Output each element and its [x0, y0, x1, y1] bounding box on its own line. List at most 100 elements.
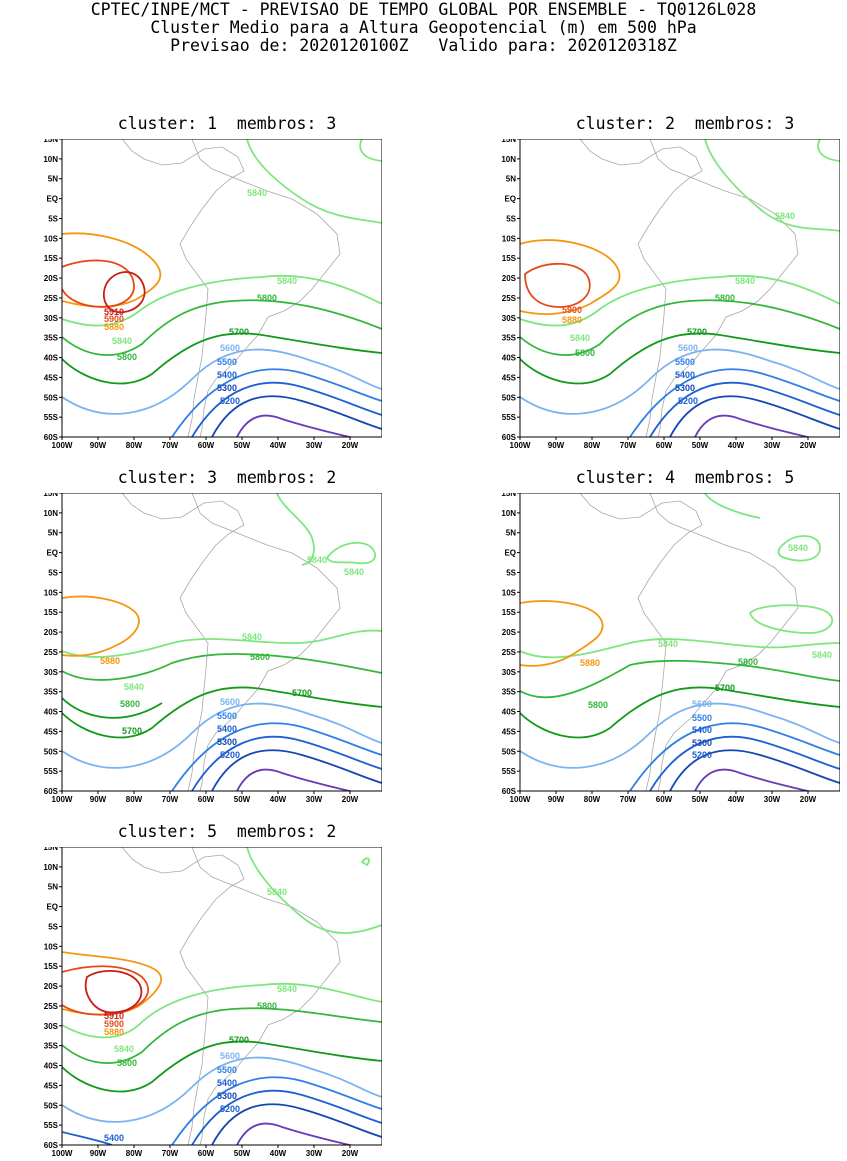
lat-tick-label: 15N: [501, 493, 516, 498]
lon-tick-label: 80W: [584, 795, 601, 803]
lat-tick-label: 10S: [502, 588, 517, 597]
contour-line: [62, 697, 163, 719]
lon-tick-label: 100W: [52, 795, 73, 803]
lat-tick-label: EQ: [504, 549, 516, 558]
lat-tick-label: 5N: [48, 883, 58, 892]
contour-line: [649, 381, 840, 437]
lat-tick-label: 50S: [502, 747, 517, 756]
contour-line: [704, 139, 840, 232]
contour-label: 5800: [257, 293, 277, 303]
contour-label: 5600: [692, 699, 712, 709]
header-subtitle: Cluster Medio para a Altura Geopotencial…: [150, 18, 697, 37]
lat-tick-label: 10N: [43, 509, 58, 518]
coastline: [121, 139, 341, 437]
lat-tick-label: 15S: [44, 608, 59, 617]
contour-line: [629, 722, 840, 791]
contour-line: [649, 735, 840, 791]
contour-line: [171, 722, 382, 791]
lon-tick-label: 50W: [234, 795, 251, 803]
contour-label: 5840: [277, 984, 297, 994]
contour-line: [524, 262, 591, 308]
contour-line: [236, 768, 354, 791]
cluster-title: cluster: 1 membros: 3: [117, 114, 337, 133]
lat-tick-label: 10S: [44, 234, 59, 243]
lat-tick-label: 35S: [502, 688, 517, 697]
lat-tick-label: 10S: [44, 588, 59, 597]
lon-tick-label: 40W: [728, 441, 745, 449]
cluster-title: cluster: 5 membros: 2: [117, 822, 337, 841]
contour-line: [520, 348, 840, 415]
contour-label: 5400: [675, 370, 695, 380]
lat-tick-label: 25S: [502, 648, 517, 657]
contour-label: 5900: [104, 314, 124, 324]
lat-tick-label: 5S: [506, 214, 516, 223]
lat-tick-label: 60S: [44, 787, 59, 796]
lat-tick-label: 50S: [44, 393, 59, 402]
lat-tick-label: 15S: [44, 254, 59, 263]
cluster-panel-4: cluster: 4 membros: 5 15N 10N 5N EQ 5S 10S 15S 2…: [480, 468, 841, 807]
lon-tick-label: 80W: [126, 795, 143, 803]
coastline: [121, 493, 341, 791]
contour-line: [246, 847, 382, 934]
contour-label: 5200: [220, 396, 240, 406]
lat-tick-label: 20S: [44, 982, 59, 991]
contour-line: [520, 332, 840, 385]
contour-line: [171, 368, 382, 437]
lon-tick-label: 50W: [692, 795, 709, 803]
contour-map: 15N 10N 5N EQ 5S 10S 15S 20S 25S 30S 35S 40S 45S 50S 5…: [501, 135, 841, 450]
contour-label: 5880: [104, 1027, 124, 1037]
lat-tick-label: 5S: [48, 922, 58, 931]
lat-tick-label: EQ: [46, 549, 58, 558]
contour-line: [62, 702, 382, 769]
contour-label: 5840: [775, 211, 795, 221]
lat-tick-label: 10N: [501, 155, 516, 164]
contour-line: [62, 1131, 113, 1145]
lon-tick-label: 70W: [620, 795, 637, 803]
lat-tick-label: 15N: [43, 847, 58, 852]
contour-label: 5910: [104, 1011, 124, 1021]
cluster-panel-3: cluster: 3 membros: 2 15N 10N 5N EQ 5S 10S 15S 2…: [22, 468, 383, 807]
lat-tick-label: 40S: [502, 354, 517, 363]
lat-tick-label: 10N: [43, 863, 58, 872]
contour-label: 5700: [122, 726, 142, 736]
lon-tick-label: 30W: [306, 441, 323, 449]
lat-tick-label: 40S: [44, 1062, 59, 1071]
contour-label: 5700: [229, 1035, 249, 1045]
contour-line: [211, 1103, 382, 1145]
contour-line: [62, 348, 382, 415]
lon-tick-label: 20W: [342, 1149, 359, 1157]
lon-tick-label: 90W: [90, 441, 107, 449]
contour-label: 5880: [562, 315, 582, 325]
contour-label: 5880: [100, 656, 120, 666]
lon-tick-label: 100W: [52, 1149, 73, 1157]
lat-tick-label: 10N: [501, 509, 516, 518]
contour-line: [191, 381, 382, 437]
lon-tick-label: 60W: [656, 795, 673, 803]
lat-tick-label: 40S: [502, 708, 517, 717]
contour-line: [62, 653, 382, 681]
contour-line: [748, 604, 834, 634]
contour-line: [191, 735, 382, 791]
contour-line: [359, 139, 382, 162]
contour-label: 5500: [217, 1065, 237, 1075]
contour-map: 15N 10N 5N EQ 5S 10S 15S 20S 25S 30S 35S 40S 45S 50S 5…: [501, 489, 841, 804]
contour-label: 5800: [715, 293, 735, 303]
lon-tick-label: 40W: [270, 1149, 287, 1157]
contour-label: 5840: [307, 555, 327, 565]
lat-tick-label: 45S: [44, 727, 59, 736]
contour-line: [62, 1007, 382, 1064]
coastline: [579, 493, 799, 791]
lat-tick-label: 55S: [44, 1121, 59, 1130]
lon-tick-label: 50W: [692, 441, 709, 449]
lon-tick-label: 90W: [90, 795, 107, 803]
lat-tick-label: 15N: [501, 139, 516, 144]
contour-line: [236, 414, 354, 437]
cluster-panel-2: cluster: 2 membros: 3 15N 10N 5N EQ 5S 10S 15S 2…: [480, 114, 841, 453]
lon-tick-label: 50W: [234, 1149, 251, 1157]
contour-line: [520, 686, 840, 739]
cluster-title: cluster: 2 membros: 3: [575, 114, 795, 133]
contour-label: 5300: [217, 383, 237, 393]
lat-tick-label: 5N: [506, 175, 516, 184]
contour-line: [246, 139, 382, 224]
cluster-panel-1: cluster: 1 membros: 3 15N 10N 5N EQ 5S 10S 15S 2…: [22, 114, 383, 453]
